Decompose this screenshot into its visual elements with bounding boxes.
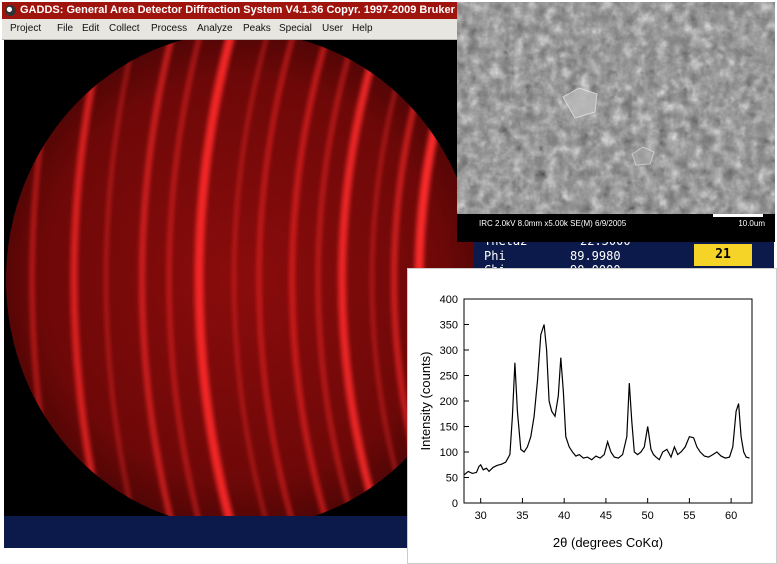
x-tick-label: 60 [725, 510, 737, 522]
scale-label: 10.0um [738, 219, 765, 228]
diffraction-ring [256, 40, 478, 518]
title-bar[interactable]: GADDS: General Area Detector Diffraction… [2, 2, 472, 19]
x-tick-label: 40 [558, 510, 570, 522]
y-tick-label: 400 [440, 294, 458, 306]
menu-special[interactable]: Special [279, 23, 312, 34]
x-tick-label: 50 [642, 510, 654, 522]
y-tick-label: 300 [440, 345, 458, 357]
y-tick-label: 0 [452, 498, 458, 510]
x-tick-label: 35 [516, 510, 528, 522]
diffraction-ring [166, 40, 478, 518]
status-bar [4, 516, 408, 548]
y-axis-label: Intensity (counts) [418, 352, 433, 451]
plot-frame [463, 298, 753, 504]
y-tick-label: 200 [440, 396, 458, 408]
menu-analyze[interactable]: Analyze [197, 23, 233, 34]
menu-file[interactable]: File [57, 23, 74, 34]
y-tick-label: 350 [440, 320, 458, 332]
menu-bar: Project File Edit Collect Process Analyz… [2, 19, 472, 40]
x-tick-label: 55 [683, 510, 695, 522]
menu-help[interactable]: Help [352, 23, 373, 34]
diffraction-ring [139, 40, 478, 518]
readout-value-phi: 89.9980 [570, 249, 621, 263]
diffraction-ring [194, 40, 478, 518]
x-tick-label: 30 [475, 510, 487, 522]
y-tick-label: 100 [440, 447, 458, 459]
app-icon[interactable] [5, 5, 16, 16]
sem-databar: IRC 2.0kV 8.0mm x5.00k SE(M) 6/9/2005 10… [457, 214, 775, 242]
x-tick-label: 45 [600, 510, 612, 522]
diffraction-ring [338, 40, 478, 518]
menu-user[interactable]: User [322, 23, 344, 34]
menu-collect[interactable]: Collect [109, 23, 140, 34]
readout-label-phi: Phi [484, 249, 506, 263]
menu-project[interactable]: Project [10, 23, 42, 34]
diffraction-ring [104, 40, 478, 518]
window-title: GADDS: General Area Detector Diffraction… [20, 4, 455, 16]
diffraction-ring [289, 40, 478, 518]
x-axis-label: 2θ (degrees CoKα) [553, 535, 663, 550]
xrd-pattern-chart: 0 50 100 150 200 250 300 350 400 30 35 40 45 50 55 60 … [407, 268, 777, 564]
menu-edit[interactable]: Edit [82, 23, 100, 34]
y-tick-label: 50 [446, 473, 458, 485]
diffraction-ring [232, 40, 478, 518]
diffraction-ring [70, 40, 478, 518]
diffraction-rings-image [6, 40, 478, 518]
diffraction-ring [370, 40, 478, 518]
series-line [463, 324, 750, 476]
menu-peaks[interactable]: Peaks [243, 23, 271, 34]
menu-process[interactable]: Process [151, 23, 188, 34]
y-tick-label: 250 [440, 371, 458, 383]
phi-step-field[interactable]: 21 [694, 244, 752, 266]
y-tick-label: 150 [440, 422, 458, 434]
diffraction-ring [391, 40, 478, 518]
sem-micrograph: IRC 2.0kV 8.0mm x5.00k SE(M) 6/9/2005 10… [457, 2, 775, 242]
diffraction-ring [29, 40, 478, 518]
diffraction-ring [315, 40, 478, 518]
detector-frame[interactable] [4, 40, 480, 518]
sem-caption: IRC 2.0kV 8.0mm x5.00k SE(M) 6/9/2005 [479, 219, 627, 228]
scale-bar [713, 214, 763, 217]
sem-texture [457, 2, 775, 214]
